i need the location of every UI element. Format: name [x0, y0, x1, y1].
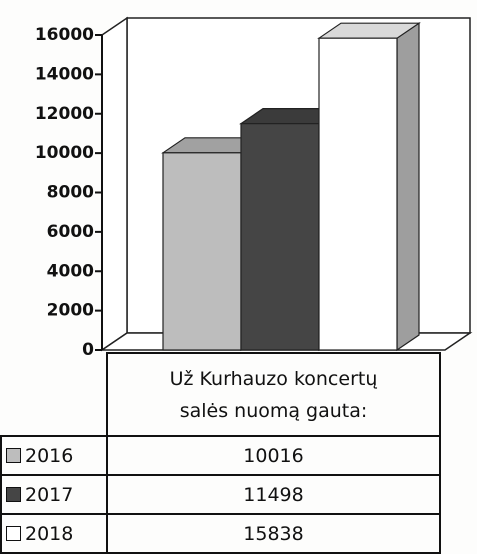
bar — [162, 152, 242, 351]
y-tick-label: 10000 — [35, 143, 94, 163]
bar — [240, 123, 320, 351]
value-cell: 15838 — [106, 513, 441, 554]
y-tick-label: 8000 — [47, 183, 94, 203]
table-row: 2017 11498 — [0, 474, 441, 515]
legend-key — [6, 486, 21, 502]
value-cell: 10016 — [106, 435, 441, 476]
legend-key — [6, 447, 21, 463]
bar — [318, 37, 398, 351]
legend-label: 2017 — [25, 483, 74, 506]
y-tick-label: 12000 — [35, 104, 94, 124]
category-label: Už Kurhauzo koncertų salės nuomą gauta: — [169, 367, 378, 422]
value-cell: 11498 — [106, 474, 441, 515]
table-row: 2018 15838 — [0, 513, 441, 554]
y-tick-label: 4000 — [47, 261, 94, 281]
legend-key — [6, 525, 21, 541]
legend-label: 2018 — [25, 522, 74, 545]
table-row: 2016 10016 — [0, 435, 441, 476]
table-header: Už Kurhauzo koncertų salės nuomą gauta: — [106, 352, 441, 437]
y-tick-label: 14000 — [35, 64, 94, 84]
y-tick-label: 6000 — [47, 222, 94, 242]
legend-cell: 2018 — [0, 513, 108, 554]
data-table: Už Kurhauzo koncertų salės nuomą gauta: … — [0, 352, 441, 554]
legend-cell: 2016 — [0, 435, 108, 476]
side-wall — [101, 16, 128, 352]
y-tick-label: 16000 — [35, 25, 94, 45]
legend-cell: 2017 — [0, 474, 108, 515]
bar-side — [396, 22, 420, 352]
legend-label: 2016 — [25, 444, 74, 467]
y-tick-label: 2000 — [47, 301, 94, 321]
